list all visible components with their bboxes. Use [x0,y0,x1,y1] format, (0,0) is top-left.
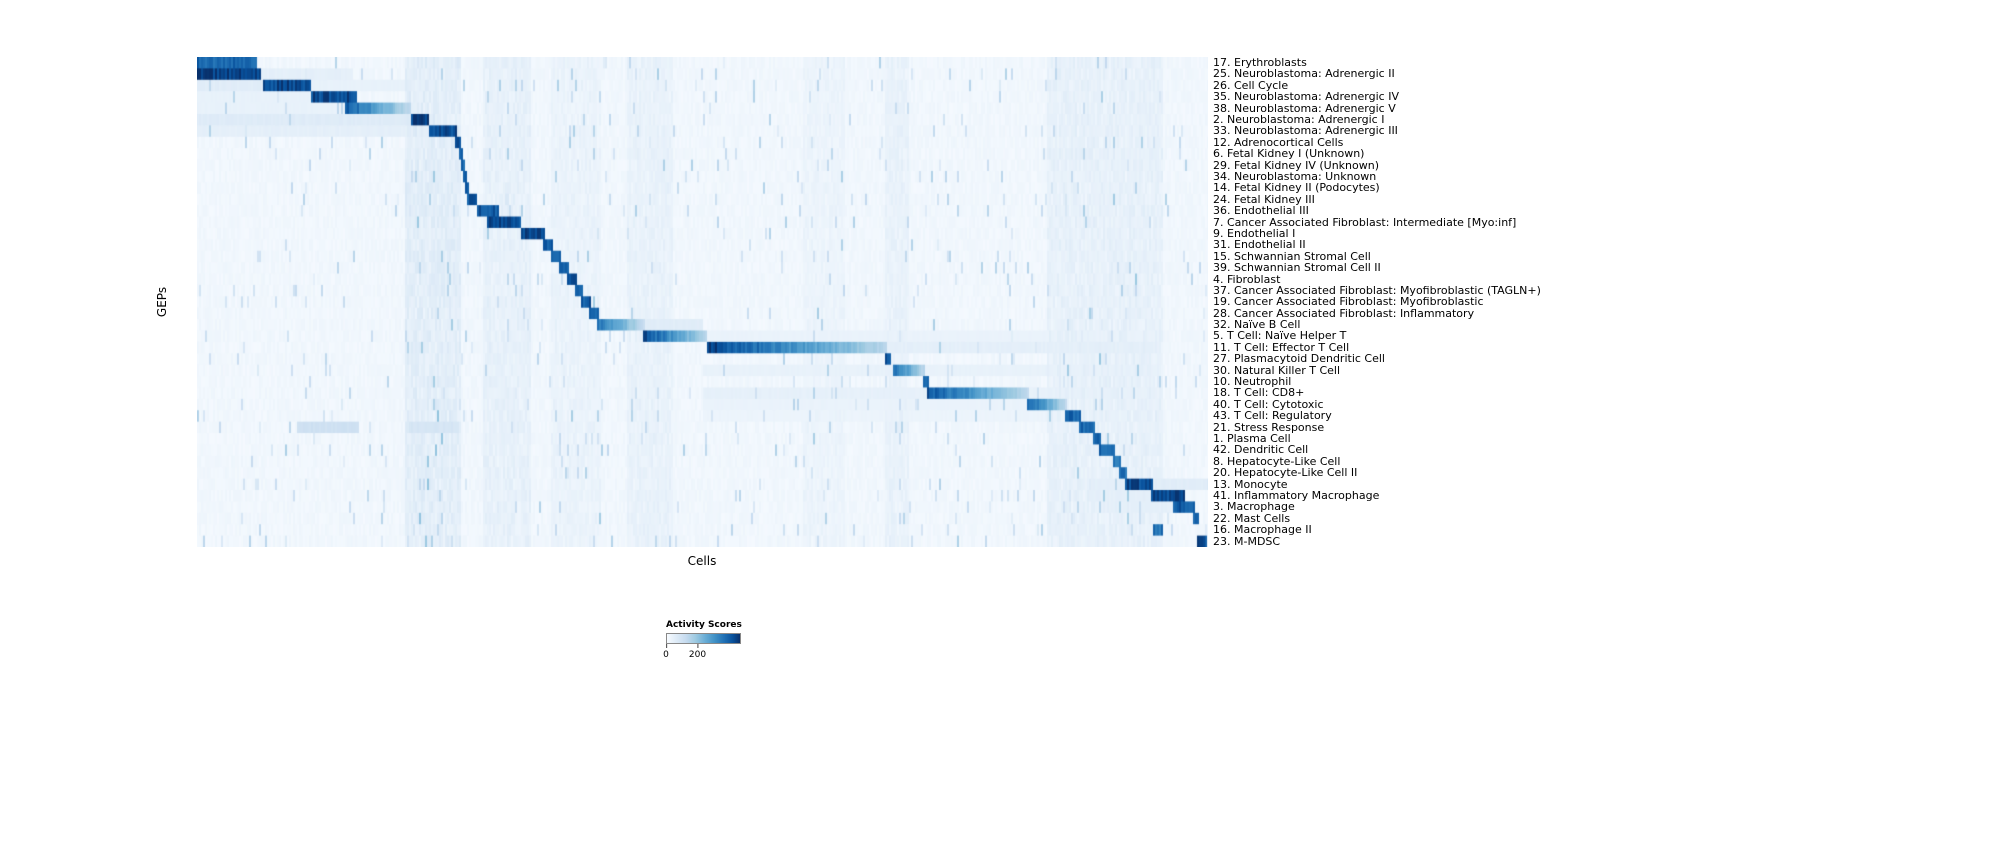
row-label: 22. Mast Cells [1213,511,1291,525]
row-label: 41. Inflammatory Macrophage [1213,489,1380,503]
row-label: 33. Neuroblastoma: Adrenergic III [1213,124,1398,138]
row-label: 6. Fetal Kidney I (Unknown) [1213,147,1365,161]
row-label: 19. Cancer Associated Fibroblast: Myofib… [1213,295,1484,309]
row-label: 37. Cancer Associated Fibroblast: Myofib… [1213,283,1541,297]
row-label: 3. Macrophage [1213,500,1295,514]
row-label: 40. T Cell: Cytotoxic [1213,397,1324,411]
row-label: 30. Natural Killer T Cell [1213,363,1341,377]
row-label: 11. T Cell: Effector T Cell [1213,340,1350,354]
row-label: 36. Endothelial III [1213,204,1309,218]
legend-tick-min: 0 [663,644,669,660]
row-label: 28. Cancer Associated Fibroblast: Inflam… [1213,306,1475,320]
row-label: 42. Dendritic Cell [1213,443,1309,457]
row-label: 23. M-MDSC [1213,534,1281,548]
row-label: 13. Monocyte [1213,477,1288,491]
row-label: 32. Naïve B Cell [1213,318,1301,332]
colorbar-gradient [666,633,741,644]
row-label: 16. Macrophage II [1213,523,1312,537]
legend-title: Activity Scores [666,620,742,630]
row-label: 7. Cancer Associated Fibroblast: Interme… [1213,215,1517,229]
y-axis-label: GEPs [155,286,169,318]
legend-tick-max: 200 [688,644,707,660]
row-label: 34. Neuroblastoma: Unknown [1213,169,1377,183]
row-label: 1. Plasma Cell [1213,432,1291,446]
row-label: 10. Neutrophil [1213,375,1292,389]
legend-ticks: 0 200 [663,644,741,662]
row-label: 38. Neuroblastoma: Adrenergic V [1213,101,1396,115]
row-label: 12. Adrenocortical Cells [1213,135,1344,149]
row-label: 27. Plasmacytoid Dendritic Cell [1213,352,1385,366]
row-label: 14. Fetal Kidney II (Podocytes) [1213,181,1380,195]
x-axis-label: Cells [687,554,717,568]
row-label: 35. Neuroblastoma: Adrenergic IV [1213,90,1399,104]
row-label: 26. Cell Cycle [1213,78,1289,92]
row-label: 25. Neuroblastoma: Adrenergic II [1213,67,1395,81]
row-label: 18. T Cell: CD8+ [1213,386,1305,400]
row-label: 39. Schwannian Stromal Cell II [1213,261,1381,275]
row-label: 5. T Cell: Naïve Helper T [1213,329,1347,343]
row-label: 15. Schwannian Stromal Cell [1213,249,1371,263]
row-label: 9. Endothelial I [1213,226,1296,240]
row-label: 43. T Cell: Regulatory [1213,409,1332,423]
row-label: 8. Hepatocyte-Like Cell [1213,454,1341,468]
row-label: 2. Neuroblastoma: Adrenergic I [1213,112,1385,126]
row-labels: 17. Erythroblasts 25. Neuroblastoma: Adre… [1213,57,1853,547]
row-label: 17. Erythroblasts [1213,56,1307,69]
row-label: 31. Endothelial II [1213,238,1306,252]
colorbar-legend: Activity Scores 0 200 [663,620,742,662]
row-label: 21. Stress Response [1213,420,1325,434]
row-label: 20. Hepatocyte-Like Cell II [1213,466,1358,480]
row-label: 29. Fetal Kidney IV (Unknown) [1213,158,1379,172]
row-label: 24. Fetal Kidney III [1213,192,1315,206]
heatmap-canvas [197,57,1208,547]
row-label: 4. Fibroblast [1213,272,1281,286]
